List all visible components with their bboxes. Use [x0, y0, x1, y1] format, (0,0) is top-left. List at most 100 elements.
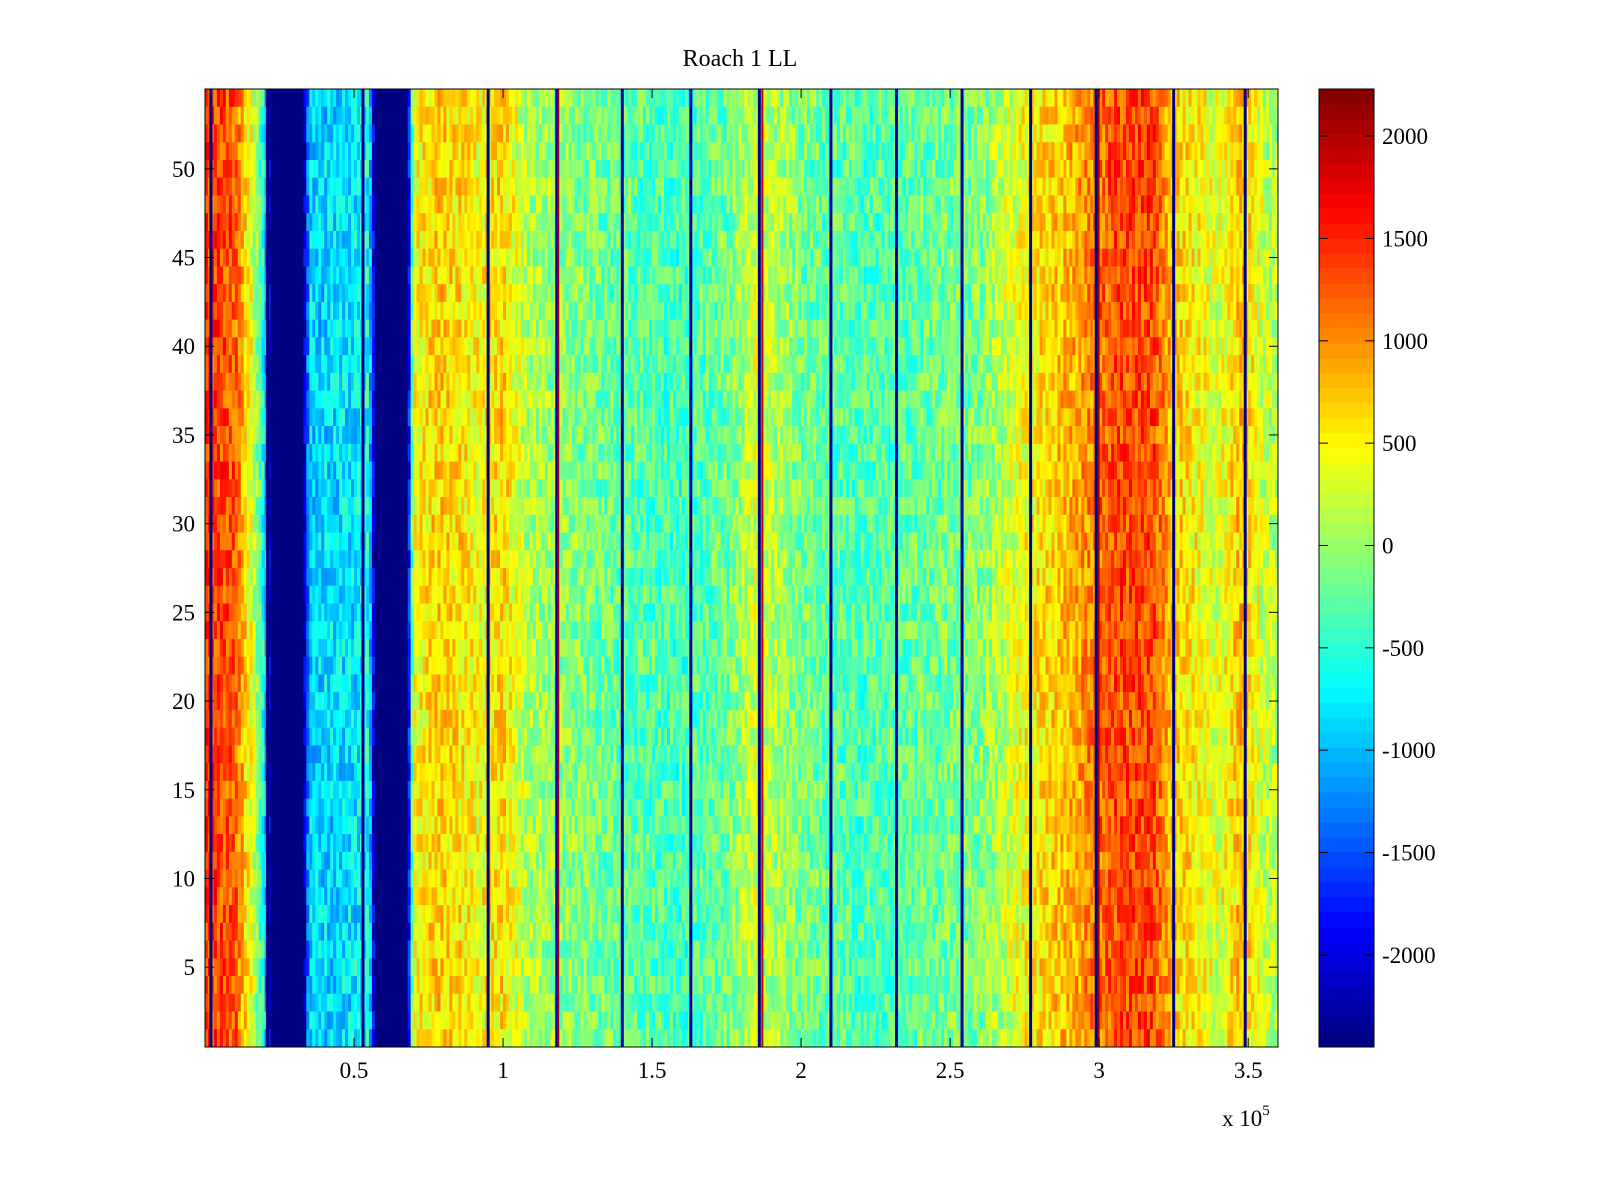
heatmap-cell: [386, 301, 391, 321]
heatmap-cell: [246, 621, 251, 640]
heatmap-cell: [333, 656, 337, 675]
heatmap-cell: [464, 159, 468, 179]
heatmap-cell: [437, 851, 441, 870]
heatmap-cell: [419, 869, 423, 888]
heatmap-cell: [276, 355, 280, 374]
heatmap-cell: [300, 674, 304, 693]
heatmap-cell: [288, 621, 292, 640]
heatmap-cell: [357, 656, 361, 675]
heatmap-cell: [270, 709, 274, 729]
heatmap-cell: [452, 159, 456, 179]
heatmap-cell: [228, 638, 233, 658]
heatmap-cell: [374, 585, 379, 604]
heatmap-cell: [425, 124, 429, 143]
heatmap-cell: [267, 514, 271, 533]
heatmap-cell: [297, 337, 301, 356]
heatmap-cell: [333, 585, 337, 604]
heatmap-cell: [389, 993, 394, 1012]
heatmap-cell: [279, 89, 283, 108]
heatmap-cell: [449, 621, 453, 640]
heatmap-cell: [365, 745, 370, 764]
heatmap-cell: [205, 319, 209, 338]
heatmap-cell: [377, 177, 382, 196]
heatmap-cell: [300, 887, 304, 906]
heatmap-cell: [225, 355, 230, 374]
heatmap-cell: [407, 390, 412, 409]
heatmap-cell: [205, 887, 209, 906]
heatmap-cell: [422, 674, 426, 693]
heatmap-cell: [315, 798, 319, 817]
heatmap-cell: [234, 550, 239, 569]
heatmap-cell: [368, 230, 373, 250]
heatmap-cell: [389, 319, 394, 338]
heatmap-cell: [270, 390, 274, 409]
heatmap-cell: [291, 727, 295, 746]
heatmap-cell: [228, 319, 233, 338]
heatmap-cell: [446, 461, 450, 480]
heatmap-cell: [470, 976, 474, 995]
heatmap-cell: [351, 408, 355, 427]
heatmap-cell: [318, 177, 322, 196]
heatmap-cell: [222, 1029, 227, 1048]
heatmap-cell: [449, 248, 453, 267]
heatmap-cell: [437, 798, 441, 817]
heatmap-cell: [407, 408, 412, 427]
heatmap-cell: [371, 1011, 376, 1030]
heatmap-cell: [377, 532, 382, 551]
heatmap-cell: [270, 479, 274, 498]
heatmap-cell: [434, 355, 438, 374]
heatmap-cell: [395, 1011, 400, 1030]
heatmap-cell: [431, 89, 435, 108]
heatmap-cell: [252, 337, 257, 356]
heatmap-cell: [380, 319, 385, 338]
heatmap-cell: [321, 355, 325, 374]
heatmap-cell: [443, 248, 447, 267]
heatmap-cell: [261, 319, 266, 338]
heatmap-cell: [318, 195, 322, 214]
heatmap-cell: [410, 337, 415, 356]
heatmap-cell: [225, 230, 230, 250]
heatmap-cell: [291, 124, 295, 143]
heatmap-cell: [434, 887, 438, 906]
heatmap-cell: [354, 798, 358, 817]
heatmap-cell: [216, 905, 221, 924]
heatmap-cell: [404, 390, 409, 409]
heatmap-cell: [357, 585, 361, 604]
heatmap-cell: [231, 887, 236, 906]
heatmap-cell: [205, 124, 209, 143]
heatmap-cell: [333, 798, 337, 817]
heatmap-cell: [336, 550, 340, 569]
heatmap-cell: [297, 159, 301, 179]
heatmap-cell: [446, 834, 450, 853]
heatmap-cell: [473, 798, 477, 817]
heatmap-cell: [342, 1029, 346, 1048]
heatmap-cell: [240, 834, 245, 853]
heatmap-cell: [437, 319, 441, 338]
heatmap-cell: [404, 461, 409, 480]
heatmap-cell: [237, 532, 242, 551]
heatmap-cell: [395, 585, 400, 604]
heatmap-cell: [383, 514, 388, 533]
heatmap-cell: [255, 497, 260, 516]
heatmap-cell: [216, 248, 221, 267]
heatmap-cell: [291, 603, 295, 622]
heatmap-cell: [473, 177, 477, 196]
heatmap-cell: [318, 851, 322, 870]
heatmap-cell: [383, 727, 388, 746]
heatmap-cell: [407, 869, 412, 888]
heatmap-cell: [258, 940, 263, 959]
heatmap-cell: [231, 213, 236, 232]
heatmap-cell: [231, 319, 236, 338]
heatmap-cell: [368, 390, 373, 409]
heatmap-cell: [327, 568, 331, 587]
heatmap-cell: [410, 497, 415, 516]
heatmap-cell: [324, 514, 328, 533]
heatmap-cell: [431, 709, 435, 729]
heatmap-cell: [473, 532, 477, 551]
heatmap-cell: [294, 993, 298, 1012]
heatmap-cell: [422, 568, 426, 587]
heatmap-cell: [440, 834, 444, 853]
heatmap-cell: [434, 514, 438, 533]
heatmap-cell: [371, 319, 376, 338]
heatmap-cell: [294, 355, 298, 374]
